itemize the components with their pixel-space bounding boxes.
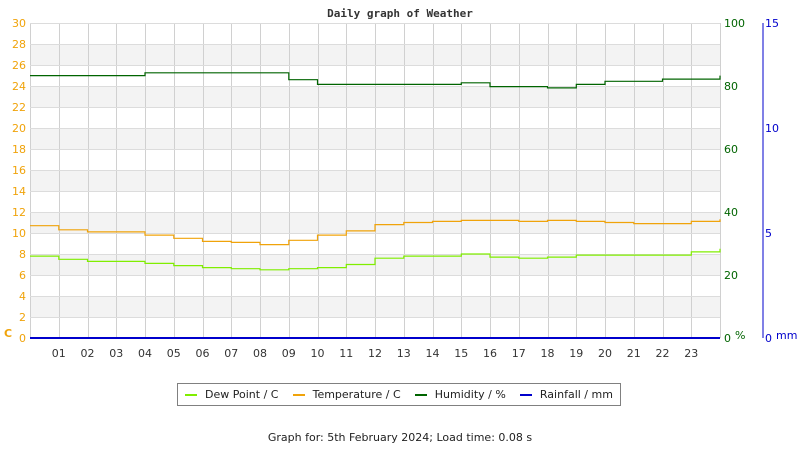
svg-text:0: 0 <box>19 332 26 345</box>
rainfall-axis-unit: mm <box>776 329 797 342</box>
dew-line <box>30 248 721 271</box>
svg-text:0: 0 <box>724 332 731 345</box>
humidity-axis-unit: % <box>735 329 745 342</box>
svg-text:8: 8 <box>19 248 26 261</box>
svg-text:12: 12 <box>368 347 382 360</box>
legend-rainfall: Rainfall / mm <box>519 388 613 401</box>
dew-point-swatch-icon <box>185 393 198 396</box>
svg-text:10: 10 <box>12 227 26 240</box>
svg-text:40: 40 <box>724 206 738 219</box>
svg-text:15: 15 <box>454 347 468 360</box>
svg-text:2: 2 <box>19 311 26 324</box>
chart-title: Daily graph of Weather <box>327 7 473 20</box>
svg-text:20: 20 <box>598 347 612 360</box>
svg-text:80: 80 <box>724 80 738 93</box>
svg-text:10: 10 <box>765 122 779 135</box>
svg-text:03: 03 <box>109 347 123 360</box>
svg-text:16: 16 <box>12 164 26 177</box>
svg-text:23: 23 <box>684 347 698 360</box>
svg-text:14: 14 <box>426 347 440 360</box>
svg-text:22: 22 <box>656 347 670 360</box>
svg-text:07: 07 <box>224 347 238 360</box>
x-axis-ticks: 01 02 03 04 05 06 07 08 09 10 11 12 13 14 15 16 17 18 19 20… <box>52 347 699 360</box>
svg-text:4: 4 <box>19 290 26 303</box>
svg-text:26: 26 <box>12 59 26 72</box>
humidity-line <box>30 72 721 89</box>
svg-text:08: 08 <box>253 347 267 360</box>
svg-text:18: 18 <box>541 347 555 360</box>
legend-label: Temperature / C <box>312 388 401 401</box>
svg-text:100: 100 <box>724 17 745 30</box>
rainfall-swatch-icon <box>519 393 532 396</box>
humidity-axis-ticks: 0 20 40 60 80 100 <box>724 17 745 345</box>
svg-text:12: 12 <box>12 206 26 219</box>
legend-label: Rainfall / mm <box>539 388 613 401</box>
svg-text:06: 06 <box>196 347 210 360</box>
svg-text:19: 19 <box>569 347 583 360</box>
chart-legend: Dew Point / C Temperature / C Humidity /… <box>177 383 621 406</box>
legend-temperature: Temperature / C <box>292 388 401 401</box>
svg-text:0: 0 <box>765 332 772 345</box>
svg-text:15: 15 <box>765 17 779 30</box>
svg-text:10: 10 <box>311 347 325 360</box>
svg-text:13: 13 <box>397 347 411 360</box>
svg-text:17: 17 <box>512 347 526 360</box>
svg-text:09: 09 <box>282 347 296 360</box>
svg-text:18: 18 <box>12 143 26 156</box>
svg-text:14: 14 <box>12 185 26 198</box>
svg-text:02: 02 <box>81 347 95 360</box>
svg-text:16: 16 <box>483 347 497 360</box>
series-lines <box>30 72 721 339</box>
svg-text:60: 60 <box>724 143 738 156</box>
svg-text:20: 20 <box>12 122 26 135</box>
svg-text:28: 28 <box>12 38 26 51</box>
svg-text:11: 11 <box>339 347 353 360</box>
svg-text:6: 6 <box>19 269 26 282</box>
svg-text:20: 20 <box>724 269 738 282</box>
rainfall-axis-ticks: 0 5 10 15 <box>765 17 779 345</box>
humidity-swatch-icon <box>414 393 427 396</box>
svg-text:22: 22 <box>12 101 26 114</box>
left-axis-unit: C <box>4 327 12 340</box>
svg-text:01: 01 <box>52 347 66 360</box>
svg-text:04: 04 <box>138 347 152 360</box>
svg-text:5: 5 <box>765 227 772 240</box>
legend-label: Humidity / % <box>434 388 506 401</box>
legend-dew-point: Dew Point / C <box>185 388 278 401</box>
svg-text:30: 30 <box>12 17 26 30</box>
svg-text:24: 24 <box>12 80 26 93</box>
svg-text:21: 21 <box>627 347 641 360</box>
temperature-swatch-icon <box>292 393 305 396</box>
legend-humidity: Humidity / % <box>414 388 506 401</box>
legend-label: Dew Point / C <box>205 388 279 401</box>
temperature-line <box>30 219 721 246</box>
svg-text:05: 05 <box>167 347 181 360</box>
graph-footer: Graph for: 5th February 2024; Load time:… <box>267 431 533 444</box>
